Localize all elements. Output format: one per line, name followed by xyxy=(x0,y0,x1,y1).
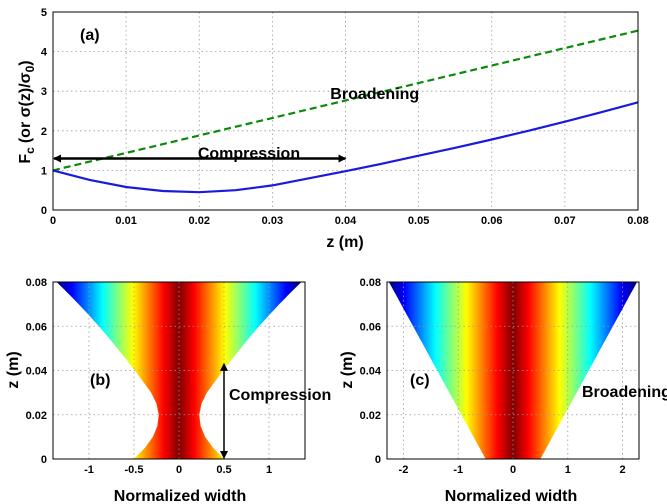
y-tick-label: 0 xyxy=(41,205,47,217)
panel-a-label: (a) xyxy=(80,27,100,44)
x-tick-label: 0.04 xyxy=(335,215,357,227)
ylabel-end: ) xyxy=(17,60,34,65)
y-tick-label: 0.02 xyxy=(26,410,47,422)
panel-a-series xyxy=(52,29,639,194)
y-tick-label: 0 xyxy=(41,454,47,466)
panel-b-label: (b) xyxy=(90,372,110,389)
x-tick-label: 0.5 xyxy=(216,464,231,476)
ylabel-sub: c xyxy=(23,147,37,154)
panel-c-grid xyxy=(387,282,639,459)
panel-b: -1 -0.5 0 0.5 1 0 0.02 0.04 0.06 0.08 (b) Compres… xyxy=(5,277,331,504)
beam-intensity-left xyxy=(56,282,179,459)
ylabel-rest: (or σ(z)/σ xyxy=(17,72,34,143)
y-tick-label: 0.04 xyxy=(26,366,48,378)
ylabel-main: F xyxy=(17,154,34,164)
panel-c-ticks: -2 -1 0 1 2 0 0.02 0.04 0.06 0.08 xyxy=(360,277,626,476)
panel-a: 0 0.01 0.02 0.03 0.04 0.05 0.06 0.07 0.08012345 … xyxy=(17,7,649,251)
panel-c-annotation: Broadening xyxy=(582,384,667,401)
panel-b-annotation: Compression xyxy=(229,387,331,404)
panel-a-ticks: 0 0.01 0.02 0.03 0.04 0.05 0.06 0.07 0.08 0 1 2 3 4 5 xyxy=(41,7,649,227)
panel-a-ylabel: Fc (or σ(z)/σ0) xyxy=(17,60,37,163)
panel-c-label: (c) xyxy=(410,372,430,389)
y-tick-label: 1 xyxy=(41,165,47,177)
y-tick-label: 0.02 xyxy=(360,410,381,422)
panel-b-grid xyxy=(53,282,305,459)
panel-a-xlabel: z (m) xyxy=(326,234,363,251)
panel-b-ylabel: z (m) xyxy=(5,351,22,388)
panel-b-frame xyxy=(52,281,306,460)
y-tick-label: 2 xyxy=(41,126,47,138)
x-tick-label: 0 xyxy=(510,464,516,476)
series-compression-line xyxy=(52,101,639,194)
panel-c-xlabel: Normalized width xyxy=(445,488,577,504)
x-tick-label: -1 xyxy=(453,464,463,476)
x-tick-label: -1 xyxy=(84,464,94,476)
y-tick-label: 0.08 xyxy=(26,277,47,289)
series-broadening-line xyxy=(52,29,639,172)
x-tick-label: 0.02 xyxy=(189,215,210,227)
y-tick-label: 0.08 xyxy=(360,277,381,289)
compression-annotation: Compression xyxy=(198,146,300,163)
x-tick-label: 1 xyxy=(266,464,272,476)
y-tick-label: 5 xyxy=(41,7,47,19)
x-tick-label: 1 xyxy=(565,464,571,476)
x-tick-label: 0.06 xyxy=(481,215,502,227)
panel-a-grid xyxy=(53,12,638,210)
y-tick-label: 0.06 xyxy=(360,321,381,333)
x-tick-label: 0 xyxy=(50,215,56,227)
x-tick-label: 0.05 xyxy=(408,215,429,227)
x-tick-label: 0.01 xyxy=(115,215,136,227)
x-tick-label: 2 xyxy=(620,464,626,476)
y-tick-label: 3 xyxy=(41,86,47,98)
x-tick-label: 0 xyxy=(176,464,182,476)
x-tick-label: 0.08 xyxy=(627,215,648,227)
y-tick-label: 4 xyxy=(41,47,48,59)
panel-a-frame xyxy=(52,11,639,211)
panel-b-ticks: -1 -0.5 0 0.5 1 0 0.02 0.04 0.06 0.08 xyxy=(26,277,272,476)
broadening-annotation: Broadening xyxy=(330,86,419,103)
y-tick-label: 0 xyxy=(375,454,381,466)
panel-c-frame xyxy=(386,281,640,460)
x-tick-label: 0.07 xyxy=(554,215,575,227)
y-tick-label: 0.04 xyxy=(360,366,382,378)
x-tick-label: -0.5 xyxy=(125,464,144,476)
x-tick-label: 0.03 xyxy=(262,215,283,227)
x-tick-label: -2 xyxy=(399,464,409,476)
y-tick-label: 0.06 xyxy=(26,321,47,333)
panel-c: -2 -1 0 1 200.020.040.060.08 (c) Broadening … xyxy=(339,277,667,504)
panel-b-xlabel: Normalized width xyxy=(114,488,246,504)
ylabel-sub2: 0 xyxy=(23,65,37,72)
panel-c-ylabel: z (m) xyxy=(339,351,356,388)
